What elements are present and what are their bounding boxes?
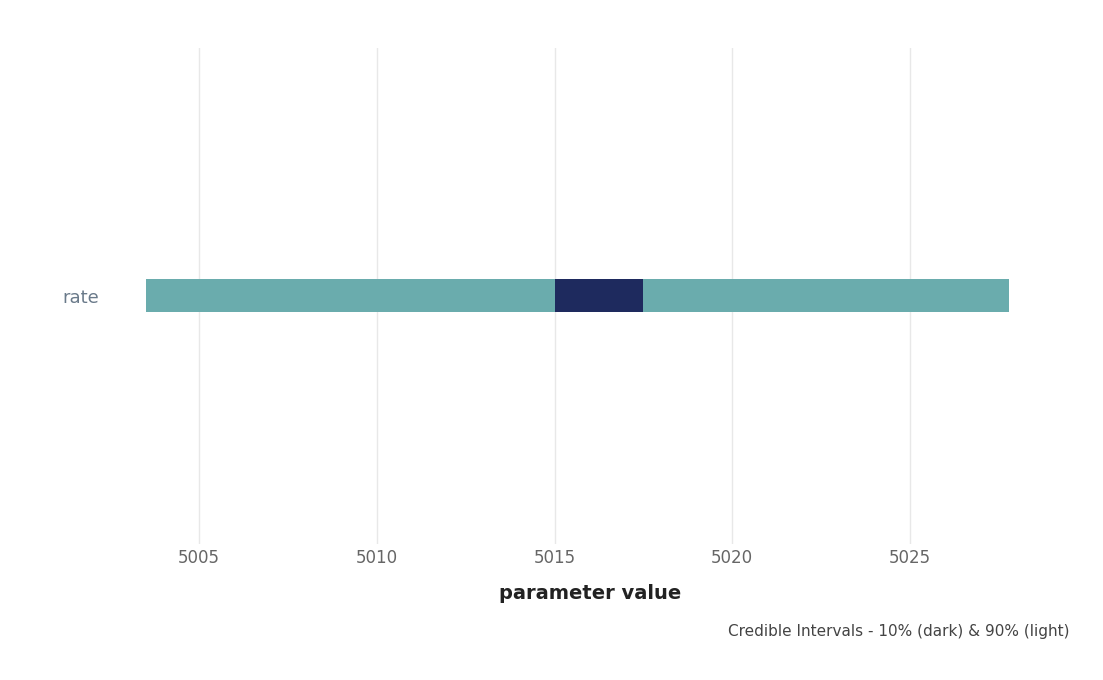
Bar [555, 279, 643, 312]
X-axis label: parameter value: parameter value [499, 583, 682, 602]
Bar [146, 279, 1009, 312]
Text: Credible Intervals - 10% (dark) & 90% (light): Credible Intervals - 10% (dark) & 90% (l… [728, 624, 1070, 639]
